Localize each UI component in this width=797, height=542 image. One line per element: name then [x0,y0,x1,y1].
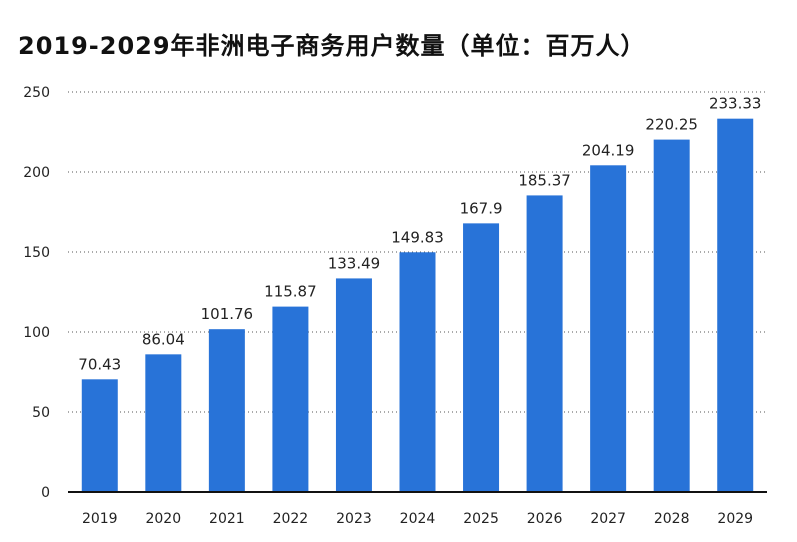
bar [272,306,309,492]
value-label: 220.25 [645,116,698,134]
y-axis-ticks: 0 50 100 150 200 250 [23,85,50,501]
bar [653,139,690,492]
bar [81,379,118,492]
x-tick-label: 2026 [527,511,563,527]
x-tick-label: 2028 [654,511,690,527]
x-tick-label: 2025 [463,511,499,527]
x-axis-ticks: 2019 2020 2021 2022 2023 2024 2025 2026 2027 2028… [82,511,753,527]
x-tick-label: 2023 [336,511,372,527]
x-tick-label: 2020 [145,511,181,527]
bar [590,165,627,492]
value-labels: 70.43 86.04 101.76 115.87 133.49 149.83 167.9 1… [78,95,761,374]
bar [717,118,754,492]
value-label: 167.9 [460,199,503,217]
x-tick-label: 2029 [717,511,753,527]
x-tick-label: 2021 [209,511,245,527]
value-label: 133.49 [328,254,381,272]
y-tick-label: 200 [23,165,50,181]
value-label: 185.37 [518,171,571,189]
bars [81,118,754,493]
y-tick-label: 250 [23,85,50,101]
y-tick-label: 150 [23,245,50,261]
y-tick-label: 0 [41,485,50,501]
chart-title: 2019-2029年非洲电子商务用户数量（单位：百万人） [18,32,646,60]
value-label: 115.87 [264,283,317,301]
value-label: 233.33 [709,95,762,113]
y-tick-label: 50 [32,405,50,421]
value-label: 204.19 [582,141,635,159]
value-label: 101.76 [201,305,254,323]
bar [526,195,563,492]
gridlines [68,91,767,413]
x-tick-label: 2027 [590,511,626,527]
bar [335,278,372,492]
value-label: 149.83 [391,228,444,246]
y-tick-label: 100 [23,325,50,341]
value-label: 86.04 [142,330,185,348]
x-tick-label: 2019 [82,511,118,527]
value-label: 70.43 [78,355,121,373]
bar [463,223,500,493]
x-tick-label: 2022 [273,511,309,527]
x-tick-label: 2024 [400,511,436,527]
bar [208,329,245,492]
bar [399,252,436,492]
bar [145,354,182,492]
